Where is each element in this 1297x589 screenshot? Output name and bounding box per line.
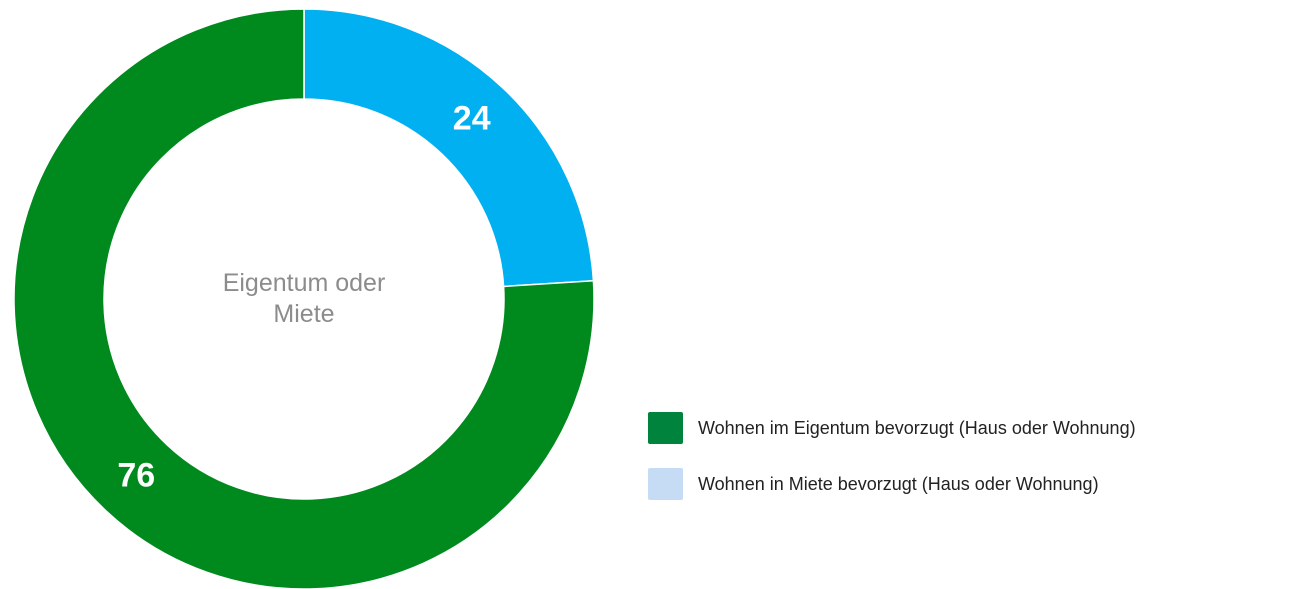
legend-swatch bbox=[648, 468, 683, 500]
donut-slice bbox=[303, 8, 595, 288]
legend-label: Wohnen in Miete bevorzugt (Haus oder Woh… bbox=[698, 474, 1099, 494]
legend-swatch bbox=[648, 412, 683, 444]
donut-slice bbox=[13, 8, 595, 589]
data-label: 76 bbox=[117, 457, 155, 495]
center-label: Eigentum oder Miete bbox=[222, 269, 386, 328]
legend-label: Wohnen im Eigentum bevorzugt (Haus oder … bbox=[698, 418, 1136, 438]
data-label: 24 bbox=[453, 99, 491, 137]
